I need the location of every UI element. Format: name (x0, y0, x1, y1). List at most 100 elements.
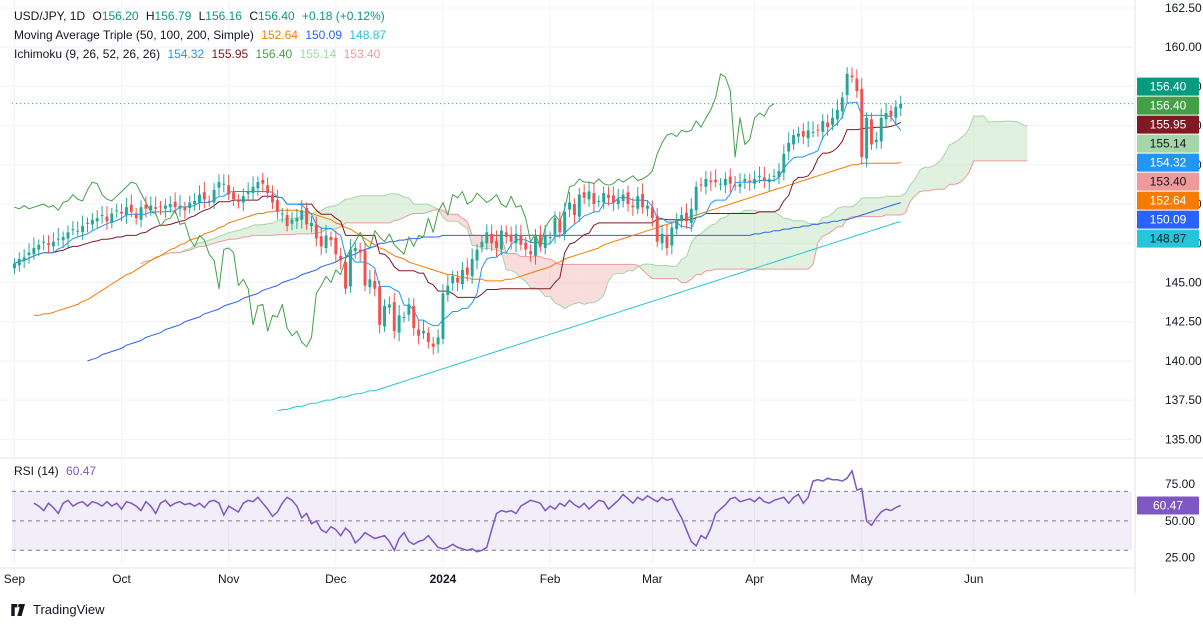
tradingview-logo[interactable]: TradingView (10, 602, 105, 617)
ma-legend[interactable]: Moving Average Triple (50, 100, 200, Sim… (14, 28, 390, 42)
ichimoku-cloud-segment (589, 264, 594, 303)
ichimoku-cloud-segment (822, 216, 828, 237)
candle-body (168, 204, 172, 208)
candle-body (285, 215, 289, 227)
ohlc-legend: USD/JPY, 1D O156.20 H156.79 L156.16 C156… (14, 9, 389, 23)
price-axis-badge-label: 150.09 (1150, 213, 1187, 227)
candle-body (295, 218, 299, 222)
price-tick-label: 160.00 (1165, 40, 1202, 54)
ichimoku-cloud-segment (345, 198, 351, 223)
candle-body (865, 117, 869, 159)
candle-body (514, 233, 518, 244)
candle-body (217, 182, 221, 188)
candle-body (874, 139, 878, 143)
ichimoku-cloud-segment (696, 233, 702, 275)
ichimoku-span-a-line (140, 115, 1028, 309)
ichimoku-cloud-segment (413, 204, 419, 214)
candle-body (236, 200, 240, 202)
symbol-label[interactable]: USD/JPY, 1D (14, 9, 86, 23)
ichimoku-cloud-segment (569, 264, 575, 306)
candle-body (456, 277, 460, 283)
candle-body (631, 205, 635, 208)
candle-body (811, 131, 815, 133)
time-tick-label: Dec (325, 572, 346, 586)
price-tick-label: 137.50 (1165, 393, 1202, 407)
candle-body (675, 219, 679, 230)
spanA-value: 155.14 (299, 47, 337, 61)
candle-body (207, 200, 211, 202)
conversion-value: 154.32 (167, 47, 205, 61)
ichimoku-cloud-segment (783, 218, 789, 270)
close-label: C (249, 9, 258, 23)
ichimoku-cloud-segment (813, 223, 818, 265)
rsi-legend[interactable]: RSI (14) 60.47 (14, 464, 100, 478)
ichimoku-cloud-segment (964, 129, 969, 179)
candle-body (241, 196, 245, 203)
candle-body (173, 201, 177, 208)
candle-body (860, 88, 864, 157)
ichimoku-cloud-segment (564, 264, 570, 309)
candle-body (246, 191, 250, 194)
price-axis-badge-label: 156.40 (1150, 99, 1187, 113)
ichimoku-cloud-segment (330, 205, 336, 230)
candle-body (76, 230, 80, 232)
ichimoku-cloud-segment (662, 265, 667, 279)
ichimoku-cloud-segment (769, 211, 775, 270)
ichimoku-cloud-segment (394, 193, 400, 221)
candle-body (592, 193, 596, 205)
ichimoku-cloud-segment (618, 264, 624, 274)
ichimoku-cloud-segment (890, 196, 896, 216)
candle-body (611, 195, 615, 203)
ichimoku-cloud-segment (725, 213, 731, 270)
candle-body (719, 183, 722, 185)
candle-body (348, 249, 352, 287)
candle-body (485, 232, 489, 244)
ichimoku-cloud-segment (457, 214, 463, 226)
price-tick-label: 162.50 (1165, 1, 1202, 15)
candle-body (728, 176, 732, 184)
ichimoku-cloud-segment (968, 116, 974, 173)
candle-body (353, 247, 357, 252)
candle-body (51, 241, 55, 247)
ichimoku-cloud-segment (1012, 121, 1018, 161)
ichimoku-cloud-segment (628, 264, 633, 271)
open-label: O (92, 9, 102, 23)
candle-body (597, 200, 601, 202)
candle-body (120, 211, 124, 214)
ichimoku-cloud-segment (730, 213, 736, 270)
candle-body (577, 194, 581, 217)
base-value: 155.95 (211, 47, 249, 61)
candle-body (568, 202, 572, 210)
ichimoku-cloud-segment (778, 214, 784, 270)
candle-body (261, 179, 265, 184)
ichimoku-cloud-segment (657, 265, 663, 279)
ichimoku-cloud-segment (744, 210, 750, 270)
candle-body (193, 200, 197, 205)
ichimoku-cloud-segment (335, 202, 341, 230)
ichimoku-cloud-segment (326, 206, 331, 230)
ichimoku-cloud-segment (886, 196, 891, 216)
candle-body (787, 142, 791, 152)
ichimoku-cloud-segment (262, 223, 268, 236)
ichimoku-legend[interactable]: Ichimoku (9, 26, 52, 26, 26) 154.32 155.… (14, 47, 384, 61)
ichimoku-cloud-segment (701, 229, 706, 275)
candle-body (159, 206, 162, 208)
ichimoku-cloud-segment (978, 115, 984, 161)
ma100-line (87, 202, 901, 362)
ichimoku-cloud-segment (277, 219, 283, 235)
candle-body (334, 237, 338, 255)
ichimoku-cloud-segment (832, 208, 838, 231)
ichimoku-cloud-segment (384, 193, 390, 223)
ichimoku-cloud-segment (593, 264, 599, 303)
candle-body (139, 207, 143, 220)
candle-body (154, 207, 158, 209)
ichimoku-cloud-segment (715, 218, 721, 270)
ichimoku-cloud-segment (764, 211, 770, 270)
low-value: 156.16 (205, 9, 242, 23)
ichimoku-cloud-segment (681, 256, 687, 283)
ichimoku-cloud-segment (218, 234, 224, 242)
candle-body (71, 229, 75, 231)
